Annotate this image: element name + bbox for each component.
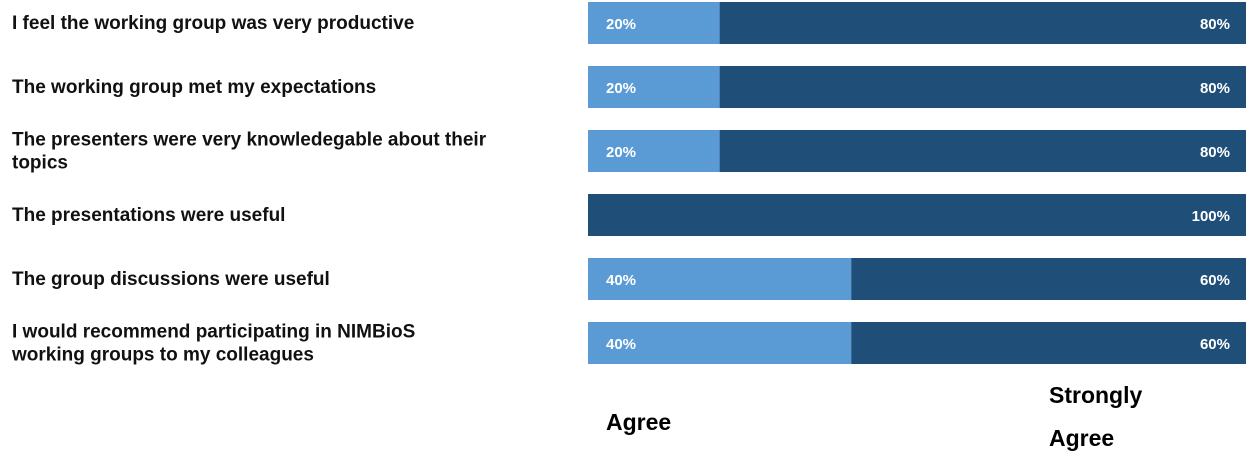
category-label: I feel the working group was very produc… — [12, 13, 414, 34]
category-label-line: The group discussions were useful — [12, 269, 330, 290]
data-label-strongly-agree: 80% — [1200, 144, 1230, 161]
bar-segment-strongly-agree — [851, 258, 1246, 300]
category-label-line: The presentations were useful — [12, 205, 285, 226]
chart-rows: I feel the working group was very produc… — [11, 2, 1246, 366]
chart-row: The presenters were very knowledegable a… — [12, 130, 1246, 174]
category-label: The working group met my expectations — [12, 77, 376, 98]
category-label: The group discussions were useful — [12, 269, 330, 290]
bar-segment-strongly-agree — [719, 2, 1246, 44]
category-label-line: The presenters were very knowledegable a… — [12, 130, 487, 151]
bar-segment-agree — [588, 2, 720, 44]
bar-segment-agree — [588, 130, 720, 172]
chart-row: I would recommend participating in NIMBi… — [11, 322, 1246, 366]
chart-row: The presentations were useful 100% — [12, 194, 1246, 236]
legend-label-agree: Agree — [606, 409, 671, 435]
data-label-agree: 20% — [606, 80, 636, 97]
data-label-agree: 20% — [606, 16, 636, 33]
category-label-line: I would recommend participating in NIMBi… — [12, 322, 415, 343]
category-label-line: I feel the working group was very produc… — [12, 13, 414, 34]
category-label: The presentations were useful — [12, 205, 285, 226]
bar-segment-strongly-agree — [851, 322, 1246, 364]
data-label-agree: 20% — [606, 144, 636, 161]
category-label: I would recommend participating in NIMBi… — [11, 322, 415, 366]
category-label-line: topics — [12, 153, 68, 174]
legend-label-line: Agree — [606, 409, 671, 435]
data-label-agree: 40% — [606, 272, 636, 289]
data-label-strongly-agree: 60% — [1200, 336, 1230, 353]
chart-legend: Agree Strongly Agree — [606, 382, 1142, 451]
chart-row: The working group met my expectations 20%… — [12, 66, 1246, 108]
legend-label-strongly-agree: Strongly Agree — [1049, 382, 1142, 451]
data-label-strongly-agree: 60% — [1200, 272, 1230, 289]
bar-segment-agree — [588, 322, 852, 364]
data-label-strongly-agree: 80% — [1200, 16, 1230, 33]
bar-segment-agree — [588, 66, 720, 108]
bar-segment-agree — [588, 258, 852, 300]
data-label-agree: 40% — [606, 336, 636, 353]
category-label-line: The working group met my expectations — [12, 77, 376, 98]
category-label: The presenters were very knowledegable a… — [12, 130, 487, 174]
category-label-line: working groups to my colleagues — [11, 345, 314, 366]
legend-label-line: Agree — [1049, 425, 1114, 451]
data-label-strongly-agree: 100% — [1192, 208, 1230, 225]
bar-segment-strongly-agree — [719, 130, 1246, 172]
bar-segment-strongly-agree — [719, 66, 1246, 108]
chart-row: I feel the working group was very produc… — [12, 2, 1246, 44]
legend-label-line: Strongly — [1049, 382, 1142, 408]
chart-row: The group discussions were useful 40% 60% — [12, 258, 1246, 300]
data-label-strongly-agree: 80% — [1200, 80, 1230, 97]
bar-segment-strongly-agree — [588, 194, 1246, 236]
